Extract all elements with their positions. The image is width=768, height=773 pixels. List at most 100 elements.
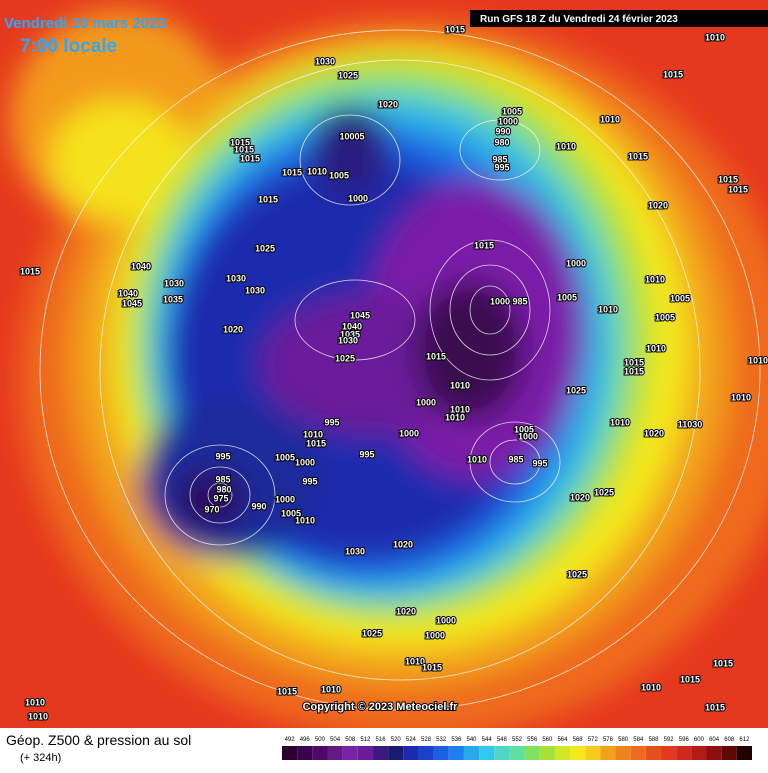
isobar-label: 1010 bbox=[450, 404, 470, 414]
colorbar-cell bbox=[342, 746, 358, 760]
isobar-label: 995 bbox=[215, 451, 230, 461]
isobar-label: 1000 bbox=[498, 116, 518, 126]
isobar-label: 1010 bbox=[405, 656, 425, 666]
isobar-label: 1005 bbox=[557, 292, 577, 302]
isobar-label: 1000 bbox=[425, 630, 445, 640]
colorbar-tick-label: 572 bbox=[588, 737, 599, 743]
colorbar-cell bbox=[463, 746, 480, 760]
isobar-label: 1000 bbox=[436, 615, 456, 625]
isobar-label: 1000 bbox=[399, 428, 419, 438]
isobar-label: 975 bbox=[213, 493, 228, 503]
colorbar-cell bbox=[539, 746, 555, 760]
colorbar-cell bbox=[448, 746, 464, 760]
isobar-label: 1015 bbox=[680, 674, 700, 684]
isobar-label: 1015 bbox=[234, 144, 254, 154]
isobar-label: 1010 bbox=[556, 141, 576, 151]
colorbar-cell bbox=[554, 746, 571, 760]
isobar-label: 1040 bbox=[131, 261, 151, 271]
isobar-label: 1010 bbox=[445, 412, 465, 422]
isobar-label: 1010 bbox=[641, 682, 661, 692]
isobar-label: 1015 bbox=[713, 658, 733, 668]
colorbar-cell bbox=[691, 746, 707, 760]
isobar-label: 1030 bbox=[338, 335, 358, 345]
colorbar-tick-label: 512 bbox=[360, 737, 371, 743]
isobar-label: 1035 bbox=[340, 329, 360, 339]
isobar-label: 1010 bbox=[731, 392, 751, 402]
colorbar-cell bbox=[327, 746, 343, 760]
isobar-label: 1025 bbox=[362, 628, 382, 638]
isobar-label: 1020 bbox=[648, 200, 668, 210]
colorbar-cell bbox=[418, 746, 434, 760]
isobar-label: 985 bbox=[215, 474, 230, 484]
isobar-label: 1030 bbox=[315, 56, 335, 66]
isobar-label: 1015 bbox=[624, 366, 644, 376]
isobar-label: 1005 bbox=[502, 106, 522, 116]
isobar-label: 995 bbox=[324, 417, 339, 427]
isobar-label: 1005 bbox=[670, 293, 690, 303]
isobar-label: 1030 bbox=[226, 273, 246, 283]
isobar-label: 1020 bbox=[393, 539, 413, 549]
colorbar-tick-label: 532 bbox=[436, 737, 447, 743]
isobar-label: 1010 bbox=[295, 515, 315, 525]
isobar-label: 1000 bbox=[295, 457, 315, 467]
isobar-label: 980 bbox=[216, 484, 231, 494]
isobar-label: 1010 bbox=[610, 417, 630, 427]
isobar-label: 1000 bbox=[566, 258, 586, 268]
colorbar-cell bbox=[297, 746, 313, 760]
isobar-label: 985 bbox=[492, 154, 507, 164]
colorbar-tick-label: 508 bbox=[345, 737, 356, 743]
run-bg bbox=[470, 10, 768, 27]
colorbar-cell bbox=[736, 746, 752, 760]
colorbar-cell bbox=[388, 746, 404, 760]
isobar-label: 1010 bbox=[321, 684, 341, 694]
isobar-label: 1015 bbox=[230, 137, 250, 147]
colorbar-tick-label: 520 bbox=[391, 737, 402, 743]
isobar-label: 1005 bbox=[514, 424, 534, 434]
colorbar-cell bbox=[372, 746, 389, 760]
isobar-label: 1040 bbox=[118, 288, 138, 298]
isobar-label: 1000 bbox=[348, 193, 368, 203]
isobar-label: 1025 bbox=[335, 353, 355, 363]
colorbar-cell bbox=[494, 746, 510, 760]
isobar-label: 11030 bbox=[678, 419, 703, 429]
colorbar-cell bbox=[676, 746, 692, 760]
colorbar-tick-label: 556 bbox=[527, 737, 538, 743]
isobar-label: 1010 bbox=[598, 304, 618, 314]
isobar-label: 1010 bbox=[748, 355, 768, 365]
colorbar-cell bbox=[433, 746, 449, 760]
isobar-label: 1010 bbox=[303, 429, 323, 439]
isobar-label: 1045 bbox=[350, 310, 370, 320]
isobar-label: 985 bbox=[512, 296, 527, 306]
isobar-label: 1015 bbox=[277, 686, 297, 696]
colorbar-cell bbox=[721, 746, 737, 760]
isobar-label: 1030 bbox=[164, 278, 184, 288]
isobar-label: 1025 bbox=[567, 569, 587, 579]
run: Run GFS 18 Z du Vendredi 24 février 2023 bbox=[480, 14, 678, 25]
isobar-label: 1010 bbox=[467, 454, 487, 464]
colorbar-cell bbox=[312, 746, 328, 760]
isobar-label: 1025 bbox=[566, 385, 586, 395]
colorbar-tick-label: 604 bbox=[709, 737, 720, 743]
isobar-label: 1015 bbox=[624, 357, 644, 367]
isobar-label: 1015 bbox=[728, 184, 748, 194]
colorbar-tick-label: 552 bbox=[512, 737, 523, 743]
colorbar-tick-label: 504 bbox=[330, 737, 341, 743]
isobar-label: 1020 bbox=[644, 428, 664, 438]
isobar-label: 1015 bbox=[663, 69, 683, 79]
isobar-label: 1040 bbox=[342, 321, 362, 331]
isobar-label: 1010 bbox=[28, 711, 48, 721]
colorbar-cell bbox=[403, 746, 419, 760]
colorbar-tick-label: 576 bbox=[603, 737, 614, 743]
isobar-label: 1000 bbox=[416, 397, 436, 407]
isobar-label: 1015 bbox=[240, 153, 260, 163]
isobar-label: 995 bbox=[302, 476, 317, 486]
colorbar-cell bbox=[524, 746, 540, 760]
isobar-label: 1005 bbox=[281, 508, 301, 518]
isobar-label: 1025 bbox=[594, 487, 614, 497]
isobar-label: 995 bbox=[494, 162, 509, 172]
isobar-label: 1015 bbox=[426, 351, 446, 361]
isobar-label: 1020 bbox=[223, 324, 243, 334]
isobar-label: 1005 bbox=[275, 452, 295, 462]
copyright: Copyright © 2023 Meteociel.fr bbox=[303, 701, 459, 713]
isobar-label: 995 bbox=[359, 449, 374, 459]
